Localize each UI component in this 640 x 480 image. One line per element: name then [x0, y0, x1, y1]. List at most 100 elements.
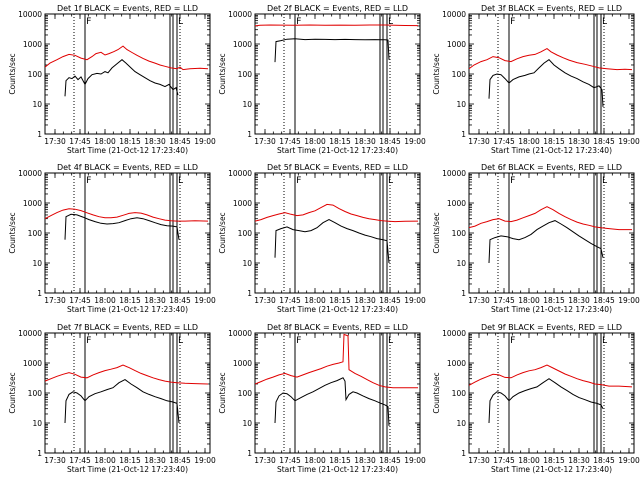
y-tick-label: 10 — [242, 259, 252, 268]
x-tick-label: 17:30 — [44, 456, 66, 465]
chart-panel-5: Det 5f BLACK = Events, RED = LLD 1 10 100 10… — [218, 163, 426, 314]
series-group — [469, 206, 632, 264]
plot-frame — [468, 13, 635, 135]
y-tick-label: 10 — [32, 419, 42, 428]
series-line-lld — [469, 48, 633, 71]
x-tick-label: 18:00 — [304, 296, 326, 305]
plot-frame — [44, 332, 211, 454]
chart-panel-1: Det 1f BLACK = Events, RED = LLD 1 10 100 10… — [8, 4, 216, 155]
x-tick-label: 17:30 — [254, 456, 276, 465]
y-tick-label: 1000 — [447, 40, 466, 49]
y-tick-label: 10000 — [442, 10, 466, 19]
y-tick-label: 100 — [28, 70, 43, 79]
y-tick-label: 10000 — [228, 329, 252, 338]
series-line-events — [488, 220, 604, 264]
chart-title: Det 1f BLACK = Events, RED = LLD — [57, 4, 198, 13]
y-tick-label: 100 — [452, 70, 467, 79]
plot-frame — [44, 13, 211, 135]
y-tick-label: 100 — [452, 389, 467, 398]
series-group — [255, 203, 419, 264]
y-axis-label: Counts/sec — [218, 212, 227, 253]
series-line-lld — [255, 24, 419, 27]
time-marker-label: F — [86, 336, 91, 346]
x-tick-label: 18:30 — [144, 296, 166, 305]
time-marker-label: L — [178, 17, 183, 27]
series-line-events — [274, 38, 390, 63]
time-marker-label: L — [388, 336, 393, 346]
x-tick-label: 18:30 — [354, 137, 376, 146]
series-line-events — [488, 378, 604, 424]
x-tick-label: 17:45 — [493, 137, 515, 146]
time-marker-label: F — [296, 17, 301, 27]
series-line-events — [64, 379, 180, 424]
x-tick-label: 18:15 — [119, 137, 141, 146]
x-tick-label: 18:00 — [304, 137, 326, 146]
y-tick-label: 10000 — [228, 10, 252, 19]
x-tick-label: 19:00 — [618, 296, 640, 305]
x-tick-label: 18:00 — [94, 456, 116, 465]
y-tick-label: 10 — [242, 419, 252, 428]
y-tick-label: 1 — [461, 130, 466, 139]
x-tick-label: 18:00 — [94, 296, 116, 305]
x-tick-label: 18:45 — [169, 137, 191, 146]
x-tick-label: 18:15 — [119, 456, 141, 465]
series-group — [469, 48, 633, 107]
plot-frame — [254, 13, 421, 135]
x-tick-label: 18:45 — [593, 137, 615, 146]
y-tick-label: 10000 — [18, 169, 42, 178]
x-tick-label: 19:00 — [194, 296, 216, 305]
y-tick-label: 1 — [37, 289, 42, 298]
series-line-lld — [45, 45, 209, 71]
series-line-lld — [469, 364, 633, 388]
x-tick-label: 18:15 — [543, 137, 565, 146]
y-tick-label: 1000 — [23, 199, 42, 208]
y-tick-label: 10 — [456, 419, 466, 428]
plot-frame — [254, 332, 421, 454]
chart-title: Det 7f BLACK = Events, RED = LLD — [57, 323, 198, 332]
series-group — [45, 45, 209, 97]
chart-panel-3: Det 3f BLACK = Events, RED = LLD 1 10 100 10… — [432, 4, 640, 155]
x-tick-label: 18:45 — [593, 296, 615, 305]
time-marker-label: L — [178, 176, 183, 186]
chart-panel-2: Det 2f BLACK = Events, RED = LLD 1 10 100 10… — [218, 4, 426, 155]
chart-panel-6: Det 6f BLACK = Events, RED = LLD 1 10 100 10… — [432, 163, 640, 314]
series-line-events — [274, 219, 390, 264]
x-tick-label: 18:30 — [568, 137, 590, 146]
y-tick-label: 1 — [247, 449, 252, 458]
x-tick-label: 18:15 — [119, 296, 141, 305]
x-tick-label: 18:00 — [518, 137, 540, 146]
y-tick-label: 10000 — [18, 10, 42, 19]
series-group — [45, 364, 209, 424]
y-axis-label: Counts/sec — [218, 53, 227, 94]
y-tick-label: 1 — [37, 449, 42, 458]
x-axis-label: Start Time (21-Oct-12 17:23:40) — [277, 305, 398, 314]
x-tick-label: 18:15 — [543, 296, 565, 305]
y-tick-label: 10 — [456, 259, 466, 268]
series-line-lld — [255, 333, 418, 389]
y-tick-label: 10 — [32, 100, 42, 109]
x-axis-label: Start Time (21-Oct-12 17:23:40) — [277, 465, 398, 474]
chart-panel-4: Det 4f BLACK = Events, RED = LLD 1 10 100 10… — [8, 163, 216, 314]
y-axis-label: Counts/sec — [432, 372, 441, 413]
y-axis-label: Counts/sec — [432, 53, 441, 94]
x-tick-label: 19:00 — [404, 137, 426, 146]
x-tick-label: 17:30 — [254, 296, 276, 305]
chart-title: Det 6f BLACK = Events, RED = LLD — [481, 163, 622, 172]
x-tick-label: 17:45 — [279, 456, 301, 465]
y-tick-label: 1 — [247, 130, 252, 139]
x-axis-label: Start Time (21-Oct-12 17:23:40) — [491, 465, 612, 474]
series-line-lld — [45, 208, 209, 222]
x-tick-label: 19:00 — [618, 456, 640, 465]
series-line-events — [274, 377, 390, 426]
x-tick-label: 19:00 — [404, 296, 426, 305]
plot-frame — [468, 332, 635, 454]
y-axis-label: Counts/sec — [432, 212, 441, 253]
chart-panel-8: Det 8f BLACK = Events, RED = LLD 1 10 100 10… — [218, 323, 426, 474]
chart-title: Det 8f BLACK = Events, RED = LLD — [267, 323, 408, 332]
series-group — [255, 24, 419, 63]
y-axis-label: Counts/sec — [8, 53, 17, 94]
x-tick-label: 17:30 — [468, 456, 490, 465]
time-marker-label: L — [178, 336, 183, 346]
series-line-lld — [45, 364, 209, 385]
